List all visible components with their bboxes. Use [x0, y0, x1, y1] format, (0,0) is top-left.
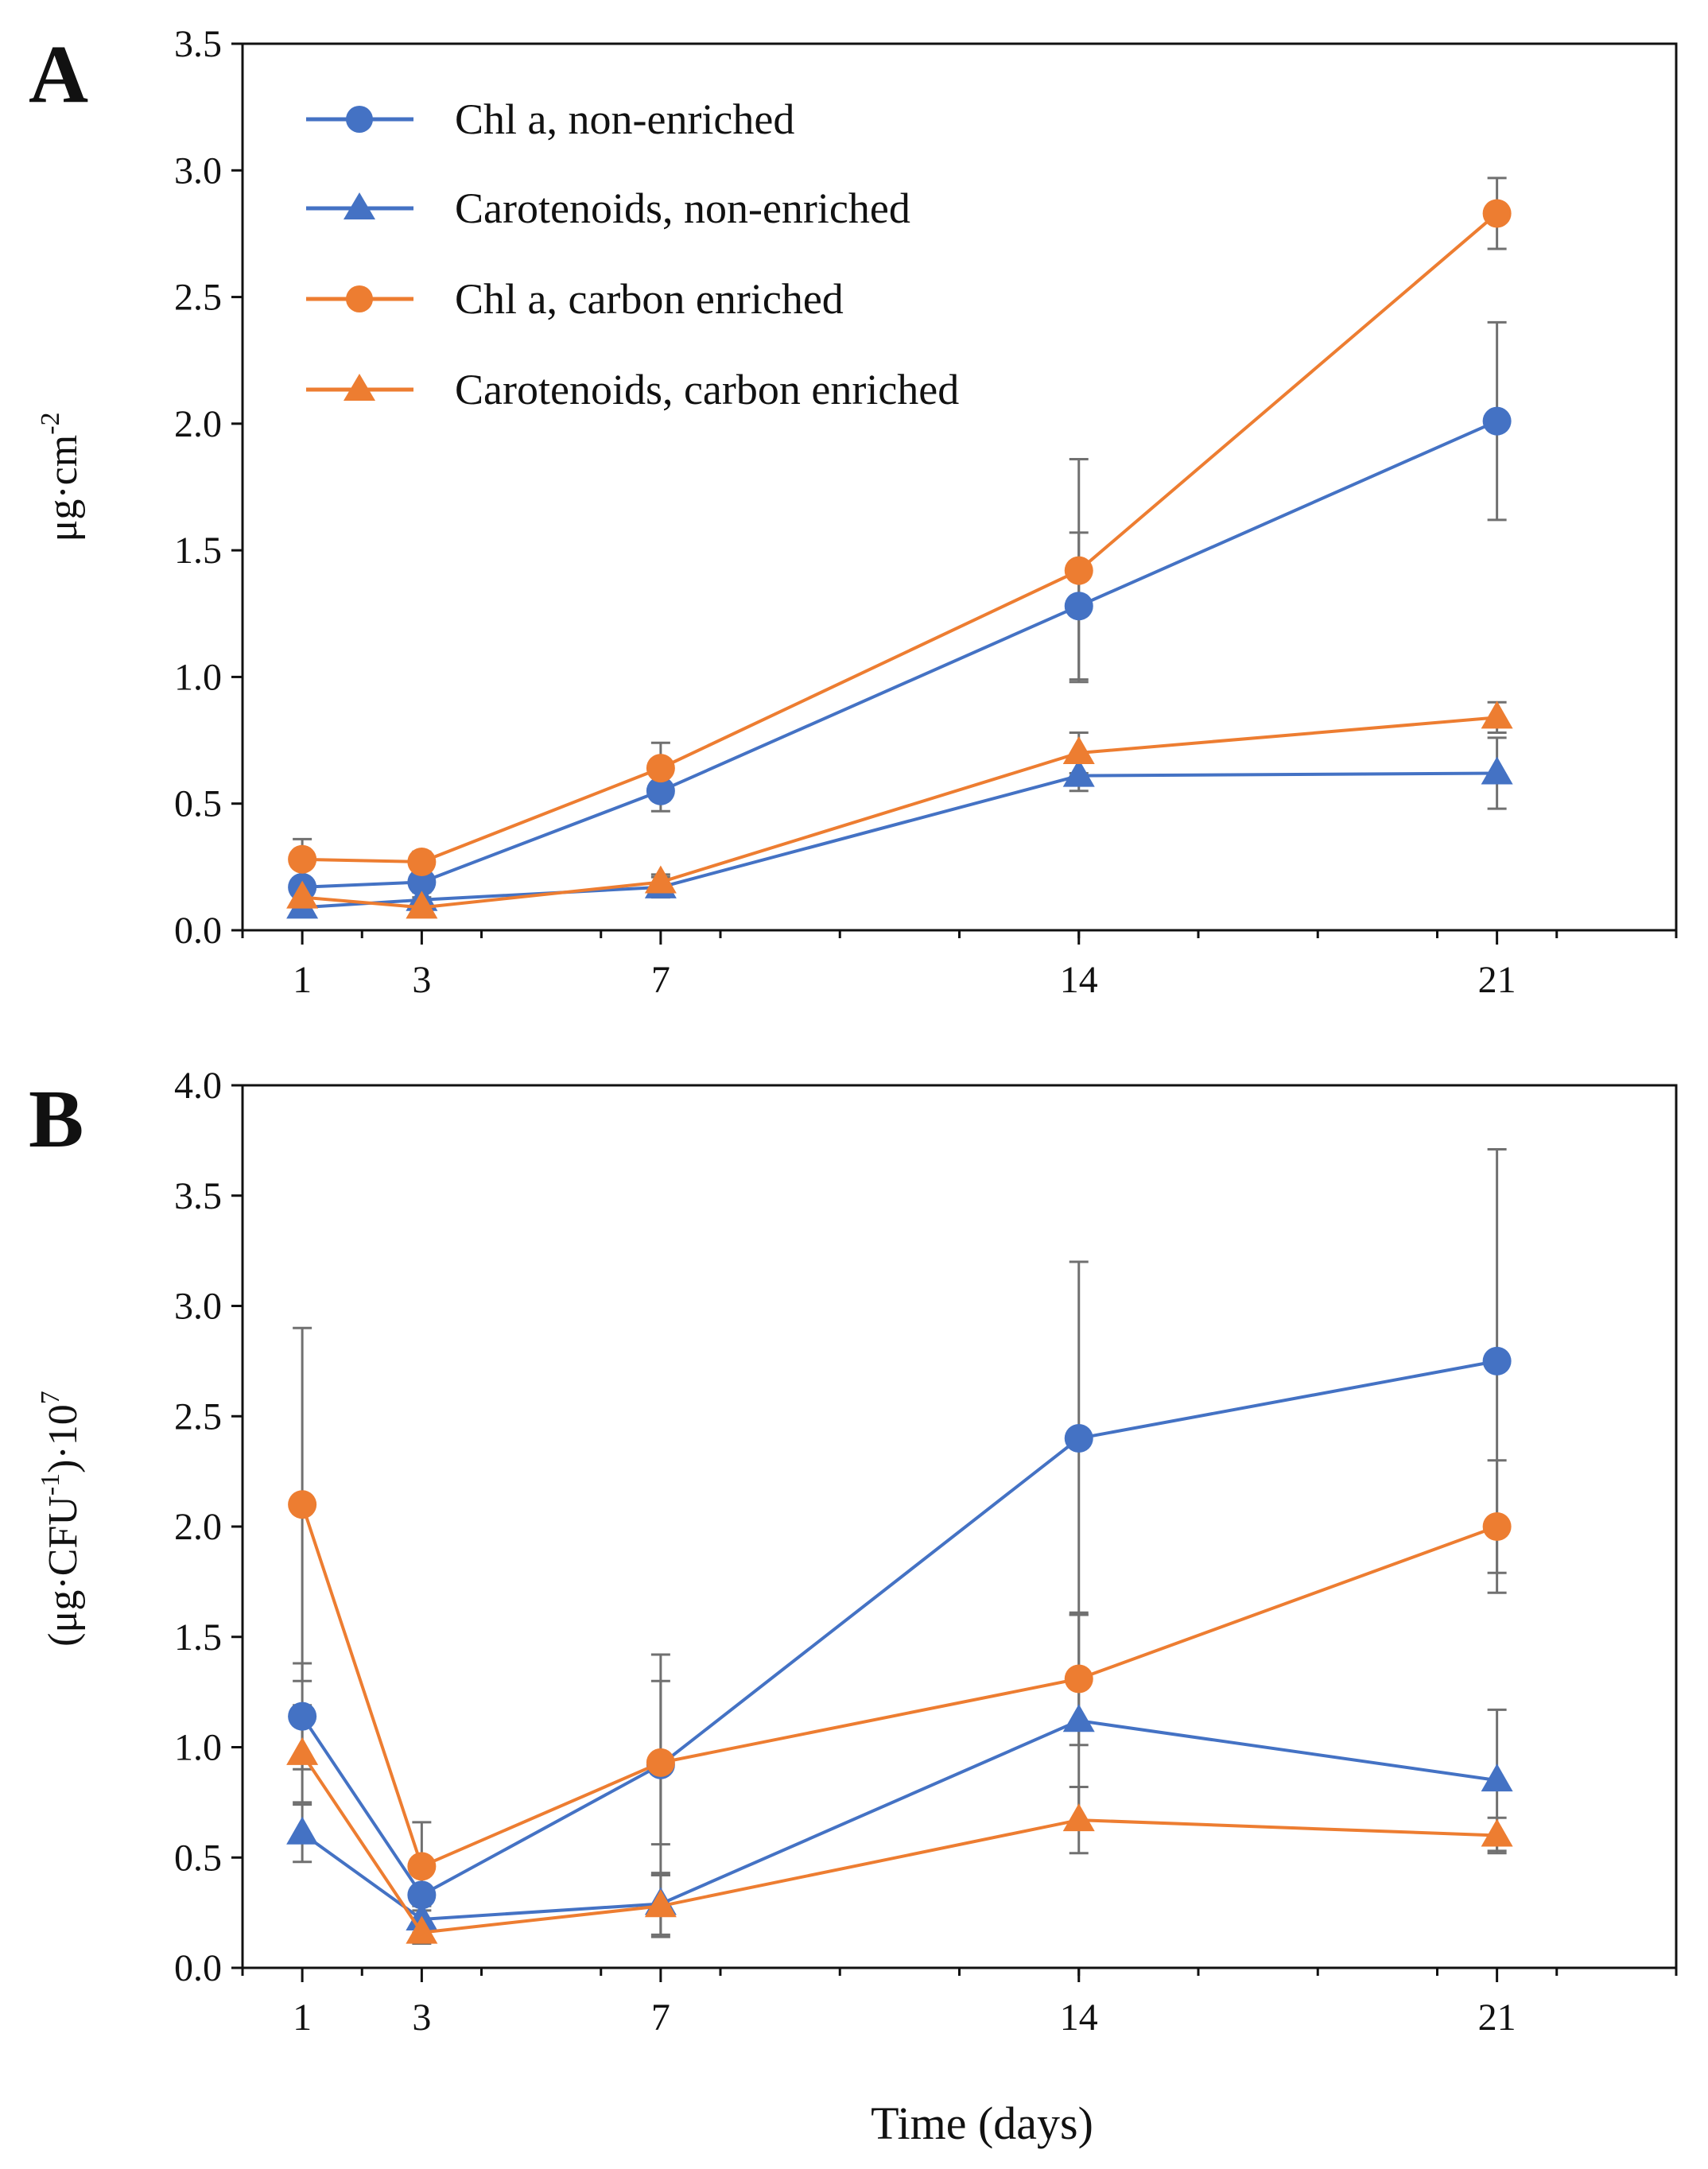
data-point-chl-a-carbon-enriched	[646, 754, 675, 783]
legend-item-chl-a-carbon-enriched: Chl a, carbon enriched	[306, 275, 844, 323]
legend-label: Chl a, carbon enriched	[455, 275, 844, 323]
x-tick-label: 1	[293, 1996, 312, 2039]
data-point-carotenoids-carbon-enriched	[1481, 1818, 1513, 1847]
legend-item-carotenoids-carbon-enriched: Carotenoids, carbon enriched	[306, 366, 959, 413]
series-line-carotenoids-carbon-enriched	[301, 716, 1497, 910]
x-tick-label: 7	[651, 1996, 670, 2039]
y-tick-label: 0.5	[174, 783, 222, 825]
data-point-carotenoids-carbon-enriched	[406, 890, 438, 919]
legend-item-chl-a-non-enriched: Chl a, non-enriched	[306, 95, 794, 143]
x-tick-label: 1	[293, 959, 312, 1001]
legend-label: Chl a, non-enriched	[455, 95, 794, 143]
series-line-carotenoids-non-enriched	[301, 1719, 1497, 1921]
data-point-carotenoids-carbon-enriched	[1062, 1803, 1095, 1832]
x-tick-label: 7	[651, 959, 670, 1001]
y-tick-label: 4.0	[174, 1065, 222, 1107]
data-point-carotenoids-carbon-enriched	[644, 1889, 677, 1918]
y-tick-label: 0.0	[174, 1947, 222, 1989]
data-point-chl-a-carbon-enriched	[288, 1490, 317, 1519]
series-line-carotenoids-carbon-enriched	[301, 1752, 1497, 1934]
data-point-carotenoids-carbon-enriched	[1062, 736, 1095, 764]
legend-label: Carotenoids, carbon enriched	[455, 366, 959, 413]
x-tick-label: 21	[1478, 959, 1516, 1001]
data-point-carotenoids-non-enriched	[1481, 756, 1513, 785]
data-point-chl-a-non-enriched	[646, 776, 675, 805]
data-point-chl-a-non-enriched	[407, 1880, 437, 1910]
data-point-carotenoids-non-enriched	[286, 1816, 319, 1845]
panel-b-y-axis-label: (μg·CFU-1)·107	[36, 1391, 86, 1647]
y-tick-label: 1.5	[174, 1616, 222, 1659]
data-point-chl-a-carbon-enriched	[1064, 1664, 1093, 1694]
y-tick-label: 1.0	[174, 656, 222, 698]
legend-label: Carotenoids, non-enriched	[455, 184, 910, 232]
data-point-chl-a-non-enriched	[288, 1701, 317, 1731]
data-point-chl-a-carbon-enriched	[646, 1748, 675, 1777]
y-tick-label: 1.0	[174, 1727, 222, 1769]
y-tick-label: 0.0	[174, 910, 222, 952]
x-tick-label: 14	[1060, 959, 1098, 1001]
data-point-carotenoids-non-enriched	[1481, 1764, 1513, 1792]
y-tick-label: 2.0	[174, 403, 222, 445]
panel-b-chart: B 0.0 0.5 1.0 1.5 2.0 2.5 3.0 3.5 4.0 1 3 7 14 21 (μg…	[29, 1065, 1678, 2149]
data-point-chl-a-non-enriched	[1064, 1424, 1093, 1453]
data-point-carotenoids-carbon-enriched	[406, 1915, 438, 1944]
data-point-chl-a-non-enriched	[407, 867, 437, 897]
panel-a-label: A	[29, 29, 88, 120]
legend: Chl a, non-enriched Carotenoids, non-enr…	[306, 95, 959, 413]
series-line-chl-a-non-enriched	[301, 1359, 1497, 1898]
y-tick-label: 3.5	[174, 23, 222, 65]
x-tick-label: 3	[412, 959, 431, 1001]
y-tick-label: 2.5	[174, 277, 222, 319]
series-line-carotenoids-non-enriched	[301, 771, 1497, 910]
data-point-carotenoids-non-enriched	[1062, 1704, 1095, 1732]
x-tick-label: 21	[1478, 1996, 1516, 2039]
legend-triangle-marker	[344, 374, 375, 401]
panel-b-label: B	[29, 1073, 83, 1165]
data-point-chl-a-carbon-enriched	[1482, 199, 1512, 228]
y-tick-label: 1.5	[174, 530, 222, 572]
panel-a-axes: 0.0 0.5 1.0 1.5 2.0 2.5 3.0 3.5 1 3 7 14 21	[174, 23, 1678, 1001]
panel-b-series	[286, 1346, 1513, 1944]
panel-a-y-axis-label: μg·cm-2	[36, 412, 86, 541]
x-axis-label: Time (days)	[871, 2097, 1093, 2149]
panel-a-plot-frame	[241, 42, 1678, 932]
data-point-chl-a-non-enriched	[1482, 406, 1512, 436]
legend-circle-marker	[346, 285, 373, 312]
x-tick-label: 3	[412, 1996, 431, 2039]
y-tick-label: 0.5	[174, 1837, 222, 1879]
data-point-chl-a-non-enriched	[1482, 1346, 1512, 1376]
data-point-carotenoids-non-enriched	[1062, 759, 1095, 787]
data-point-carotenoids-carbon-enriched	[286, 880, 319, 909]
data-point-chl-a-carbon-enriched	[288, 844, 317, 874]
y-tick-label: 3.0	[174, 149, 222, 192]
data-point-chl-a-carbon-enriched	[1064, 556, 1093, 585]
legend-circle-marker	[346, 106, 373, 133]
data-point-chl-a-non-enriched	[1064, 592, 1093, 621]
data-point-chl-a-carbon-enriched	[407, 847, 437, 876]
legend-triangle-marker	[344, 192, 375, 219]
panel-a-series	[286, 199, 1513, 919]
x-tick-label: 14	[1060, 1996, 1098, 2039]
panel-a-chart: A 0.0 0.5 1.0 1.5 2.0 2.5 3.0 3.5 1 3 7 14 21 μg·cm-…	[29, 23, 1678, 1001]
series-line-chl-a-carbon-enriched	[301, 1504, 1498, 1869]
panel-b-axes: 0.0 0.5 1.0 1.5 2.0 2.5 3.0 3.5 4.0 1 3 7 14 21	[174, 1065, 1678, 2039]
data-point-carotenoids-carbon-enriched	[1481, 700, 1513, 729]
data-point-carotenoids-carbon-enriched	[286, 1736, 319, 1765]
legend-item-carotenoids-non-enriched: Carotenoids, non-enriched	[306, 184, 910, 232]
data-point-carotenoids-carbon-enriched	[644, 865, 677, 894]
y-tick-label: 3.0	[174, 1286, 222, 1328]
panel-b-error-bars	[293, 1147, 1507, 1945]
y-tick-label: 2.0	[174, 1506, 222, 1548]
data-point-chl-a-carbon-enriched	[1482, 1512, 1512, 1541]
data-point-chl-a-carbon-enriched	[407, 1852, 437, 1881]
y-tick-label: 2.5	[174, 1395, 222, 1438]
y-tick-label: 3.5	[174, 1175, 222, 1217]
